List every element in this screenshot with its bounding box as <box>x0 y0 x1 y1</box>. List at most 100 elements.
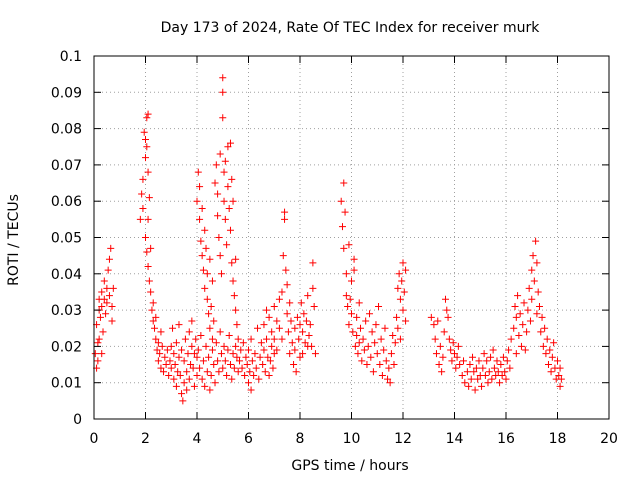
data-point <box>368 328 376 336</box>
data-point <box>145 194 153 202</box>
data-point <box>296 321 304 329</box>
data-point <box>265 313 273 321</box>
data-point <box>239 339 247 347</box>
data-point <box>193 371 201 379</box>
x-tick-label: 6 <box>244 431 253 447</box>
data-point <box>480 350 488 358</box>
data-point <box>348 277 355 285</box>
data-point <box>138 190 146 198</box>
data-point <box>251 350 259 358</box>
data-point <box>367 353 375 361</box>
data-point <box>167 342 175 350</box>
x-tick-label: 8 <box>296 431 305 447</box>
data-point <box>530 277 538 285</box>
data-point <box>103 299 111 307</box>
data-point <box>275 324 283 332</box>
data-point <box>136 215 144 223</box>
data-point <box>169 324 177 332</box>
data-point <box>145 277 153 285</box>
data-point <box>337 197 345 205</box>
data-point <box>98 288 106 296</box>
data-point <box>188 342 196 350</box>
data-point <box>233 353 241 361</box>
data-point <box>269 364 277 372</box>
data-point <box>300 310 308 318</box>
data-point <box>340 179 348 187</box>
data-point <box>205 310 213 318</box>
y-tick-label: 0.02 <box>51 339 82 355</box>
data-point <box>448 357 456 365</box>
data-point <box>96 313 104 321</box>
data-point <box>172 339 180 347</box>
data-point <box>441 295 449 303</box>
data-point <box>270 350 278 358</box>
data-point <box>254 324 262 332</box>
data-point <box>449 339 457 347</box>
data-point <box>208 346 216 354</box>
data-point <box>554 357 561 365</box>
data-point <box>291 346 299 354</box>
data-point <box>234 335 242 343</box>
data-point <box>139 204 147 212</box>
data-point <box>221 357 229 365</box>
data-point <box>544 361 552 369</box>
data-point <box>162 361 170 369</box>
y-tick-label: 0.08 <box>51 122 82 138</box>
data-point <box>238 364 246 372</box>
data-point <box>202 342 210 350</box>
data-point <box>100 277 108 285</box>
data-point <box>373 350 381 358</box>
data-point <box>265 371 273 379</box>
y-tick-label: 0.05 <box>51 231 82 247</box>
data-point <box>489 346 497 354</box>
data-point <box>556 364 564 372</box>
data-point <box>268 328 276 336</box>
data-point <box>465 382 473 390</box>
data-point <box>467 375 475 383</box>
data-points <box>91 74 565 405</box>
data-point <box>502 375 510 383</box>
data-point <box>523 328 531 336</box>
data-point <box>232 255 240 263</box>
data-point <box>216 328 224 336</box>
data-point <box>245 379 252 387</box>
data-point <box>293 313 301 321</box>
data-point <box>270 302 278 310</box>
data-point <box>147 288 155 296</box>
data-point <box>304 292 312 300</box>
data-point <box>306 321 314 329</box>
data-point <box>380 346 388 354</box>
data-point <box>230 292 238 300</box>
data-point <box>242 353 250 361</box>
data-point <box>283 281 291 289</box>
data-point <box>438 368 446 376</box>
data-point <box>479 364 487 372</box>
data-point <box>493 357 501 365</box>
data-point <box>203 368 211 376</box>
data-point <box>512 350 520 358</box>
data-point <box>201 382 209 390</box>
data-point <box>102 310 110 318</box>
data-point <box>492 371 500 379</box>
data-point <box>198 252 206 260</box>
data-point <box>243 361 251 369</box>
data-point <box>198 204 206 212</box>
data-point <box>246 368 254 376</box>
data-point <box>156 350 164 358</box>
data-point <box>189 364 197 372</box>
data-point <box>99 328 107 336</box>
data-point <box>221 157 229 165</box>
data-point <box>219 74 227 82</box>
data-point <box>98 350 106 358</box>
data-point <box>149 317 157 325</box>
data-point <box>364 342 372 350</box>
data-point <box>214 190 222 198</box>
data-point <box>432 350 440 358</box>
data-point <box>389 332 397 340</box>
data-point <box>211 179 219 187</box>
data-point <box>228 259 236 267</box>
data-point <box>547 368 555 376</box>
data-point <box>206 255 214 263</box>
data-point <box>275 295 283 303</box>
